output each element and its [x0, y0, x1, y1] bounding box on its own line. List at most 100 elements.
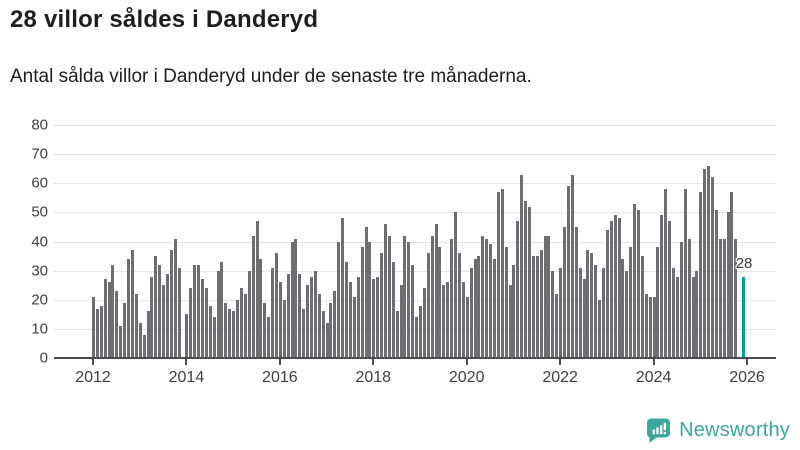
bar: [672, 267, 676, 358]
bar: [177, 267, 181, 358]
bar: [372, 279, 376, 358]
bar: [368, 241, 372, 358]
bar: [411, 264, 415, 358]
bar: [699, 192, 703, 358]
bar: [236, 299, 240, 358]
gridline: [54, 154, 776, 156]
bar: [92, 296, 95, 358]
bar: [718, 238, 722, 358]
newsworthy-speech-bubble-chart-icon: [645, 417, 672, 444]
bar: [605, 229, 609, 358]
bar: [383, 224, 387, 358]
bar: [625, 270, 629, 358]
bar: [267, 317, 271, 358]
bar: [446, 282, 450, 358]
x-tick: [185, 359, 188, 365]
bar: [555, 293, 559, 358]
bar: [313, 270, 317, 358]
bar: [551, 270, 555, 358]
bar: [321, 311, 325, 358]
bar: [489, 244, 493, 358]
bar: [333, 291, 337, 358]
x-tick: [652, 359, 655, 365]
bar: [345, 261, 349, 358]
x-tick: [465, 359, 468, 365]
highlighted-bar: [742, 276, 746, 358]
bar: [714, 209, 718, 358]
bar: [243, 293, 247, 358]
bar: [286, 273, 290, 358]
x-axis-label: 2020: [448, 369, 485, 386]
bar: [224, 302, 228, 358]
bar: [601, 267, 605, 358]
bar-chart: 28 0 10 20 30 40 50 60 70 80 2012 2014 2016 2018 2020…: [0, 110, 800, 410]
gridline: [54, 328, 776, 330]
bar: [189, 288, 193, 358]
bar: [726, 212, 730, 358]
gridline: [54, 125, 776, 126]
bar: [496, 192, 500, 358]
bar: [212, 317, 216, 358]
bar: [263, 302, 267, 358]
bar: [524, 200, 528, 358]
bar: [422, 288, 426, 358]
bar: [341, 218, 345, 358]
bar: [130, 250, 134, 358]
bar: [302, 308, 306, 358]
bar: [278, 282, 282, 358]
bar: [150, 276, 154, 358]
bar: [578, 267, 582, 358]
bar: [640, 256, 644, 358]
x-tick: [559, 359, 562, 365]
bar: [274, 253, 278, 358]
bar: [430, 235, 434, 358]
x-tick: [278, 359, 281, 365]
bar: [508, 285, 512, 358]
bar: [201, 279, 204, 358]
bar: [173, 238, 177, 358]
y-axis-label: 60: [31, 174, 48, 192]
bar: [457, 253, 461, 358]
bar: [703, 168, 707, 358]
bar: [255, 221, 259, 358]
y-axis-label: 80: [31, 116, 48, 134]
bar: [103, 279, 107, 358]
bar: [232, 311, 236, 358]
gridline: [54, 241, 776, 243]
bar: [528, 206, 531, 358]
bar: [582, 279, 586, 358]
bar: [197, 264, 201, 358]
bar: [656, 247, 660, 358]
bar: [434, 224, 438, 358]
bar: [376, 276, 380, 358]
bar: [710, 177, 714, 358]
bar: [574, 226, 578, 358]
x-tick: [372, 359, 375, 365]
bar: [310, 276, 313, 358]
bar: [535, 256, 539, 358]
y-axis-label: 70: [31, 145, 48, 163]
bar: [165, 273, 169, 358]
bar: [142, 334, 146, 358]
x-tick: [746, 359, 748, 365]
bar: [99, 305, 103, 358]
bar: [95, 308, 99, 358]
bar: [644, 293, 648, 358]
bar: [329, 302, 333, 358]
bar: [317, 293, 321, 358]
bar: [465, 296, 469, 358]
bar: [707, 165, 711, 358]
bar: [239, 288, 243, 358]
x-axis-label: 2016: [262, 369, 298, 386]
bar: [609, 221, 613, 358]
bar: [559, 267, 563, 358]
bar: [543, 235, 547, 358]
bar: [485, 238, 489, 358]
bar: [648, 296, 652, 358]
gridline: [54, 299, 776, 301]
bar: [415, 317, 419, 358]
bar: [598, 299, 602, 358]
bar: [294, 238, 298, 358]
x-axis-label: 2022: [542, 369, 578, 386]
bar: [660, 215, 664, 358]
